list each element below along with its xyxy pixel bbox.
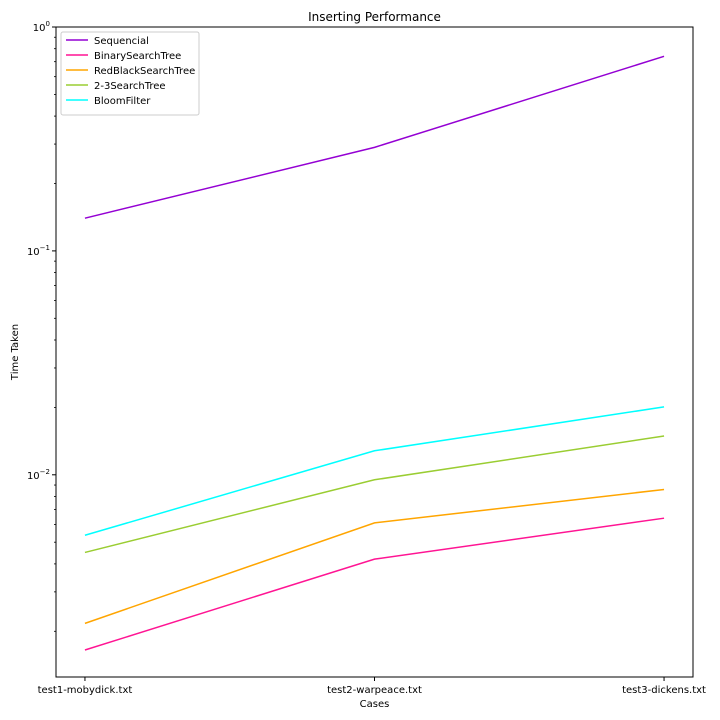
series-line-4 bbox=[84, 406, 665, 536]
plot-frame bbox=[55, 26, 694, 678]
y-tick-label: 10−1 bbox=[27, 244, 50, 258]
legend-box bbox=[60, 31, 200, 116]
legend-label-1: BinarySearchTree bbox=[94, 51, 181, 62]
y-tick-label: 10−2 bbox=[27, 468, 50, 482]
legend: Sequencial BinarySearchTree RedBlackSearch… bbox=[60, 31, 200, 116]
x-axis: test1-mobydick.txt test2-warpeace.txt test… bbox=[38, 677, 706, 696]
x-tick-label: test1-mobydick.txt bbox=[38, 685, 133, 696]
legend-label-0: Sequencial bbox=[94, 36, 149, 47]
plot-area bbox=[55, 26, 694, 678]
chart-title: Inserting Performance bbox=[308, 10, 441, 24]
series-line-3 bbox=[84, 435, 665, 554]
x-axis-label: Cases bbox=[360, 699, 390, 710]
y-tick-label: 100 bbox=[33, 20, 50, 34]
x-tick-label: test3-dickens.txt bbox=[622, 685, 706, 696]
legend-label-2: RedBlackSearchTree bbox=[94, 66, 195, 77]
y-axis-label: Time Taken bbox=[10, 324, 21, 381]
series-line-2 bbox=[84, 488, 665, 625]
legend-label-4: BloomFilter bbox=[94, 96, 151, 107]
series-line-0 bbox=[84, 55, 665, 219]
legend-label-3: 2-3SearchTree bbox=[94, 81, 166, 92]
x-tick-label: test2-warpeace.txt bbox=[327, 685, 422, 696]
y-axis: 100 10−1 10−2 bbox=[27, 20, 56, 632]
series-line-1 bbox=[84, 517, 665, 651]
series-lines bbox=[84, 55, 665, 651]
